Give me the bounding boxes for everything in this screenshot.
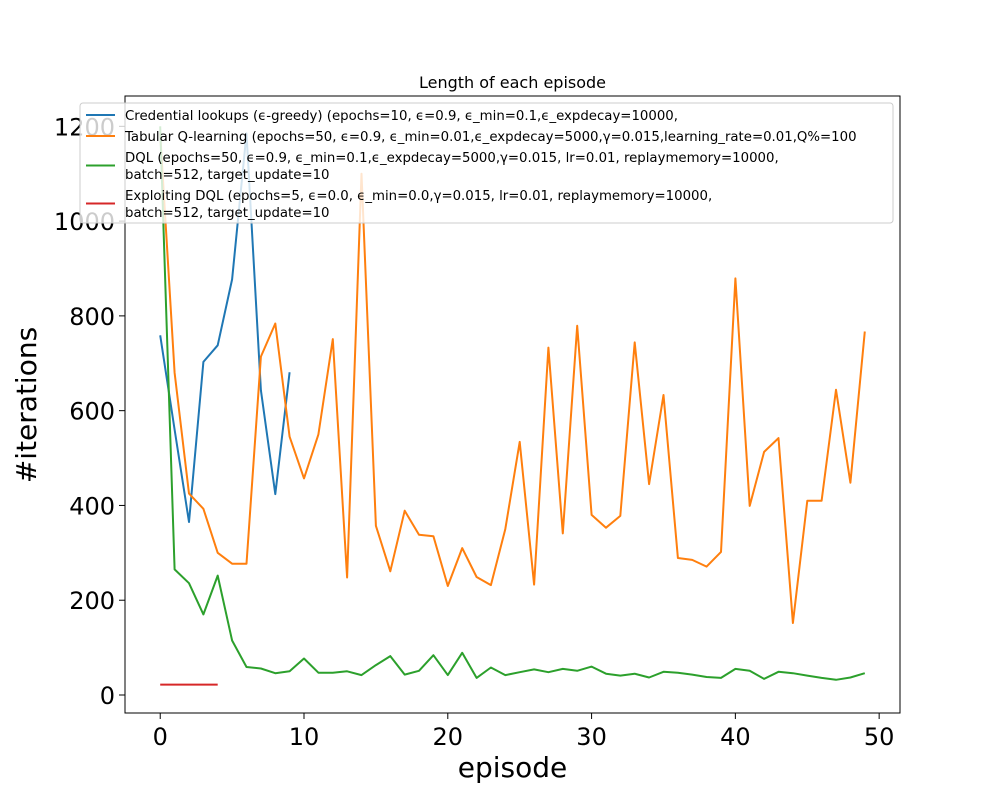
x-axis-ticks: 0 10 20 30 40 50 [153, 713, 895, 751]
legend-box [79, 102, 894, 224]
series-line-1 [159, 133, 866, 624]
x-tick-label: 10 [289, 723, 320, 751]
legend-label-2: DQL (epochs=50, ϵ=0.9, ϵ_min=0.1,ϵ_expde… [125, 151, 779, 183]
y-tick-label: 200 [69, 587, 115, 615]
y-axis-label: #iterations [10, 327, 43, 483]
y-tick-label: 400 [69, 492, 115, 520]
y-tick-label: 600 [69, 398, 115, 426]
series-line-0 [159, 132, 291, 523]
chart-title: Length of each episode [419, 73, 606, 92]
x-axis-label: episode [458, 751, 568, 784]
legend-label-0: Credential lookups (ϵ-greedy) (epochs=10… [125, 109, 678, 124]
y-tick-label: 800 [69, 303, 115, 331]
legend: Credential lookups (ϵ-greedy) (epochs=10… [79, 102, 894, 224]
x-tick-label: 40 [720, 723, 751, 751]
x-tick-label: 0 [153, 723, 168, 751]
x-tick-label: 50 [864, 723, 895, 751]
series-layer [159, 126, 866, 686]
series-line-2 [159, 126, 866, 681]
x-tick-label: 30 [576, 723, 607, 751]
legend-label-3: Exploiting DQL (epochs=5, ϵ=0.0, ϵ_min=0… [125, 189, 712, 221]
plot-frame [124, 95, 901, 714]
y-tick-label: 0 [100, 682, 115, 710]
x-tick-label: 20 [433, 723, 464, 751]
legend-label-1: Tabular Q-learning (epochs=50, ϵ=0.9, ϵ_… [124, 130, 857, 145]
